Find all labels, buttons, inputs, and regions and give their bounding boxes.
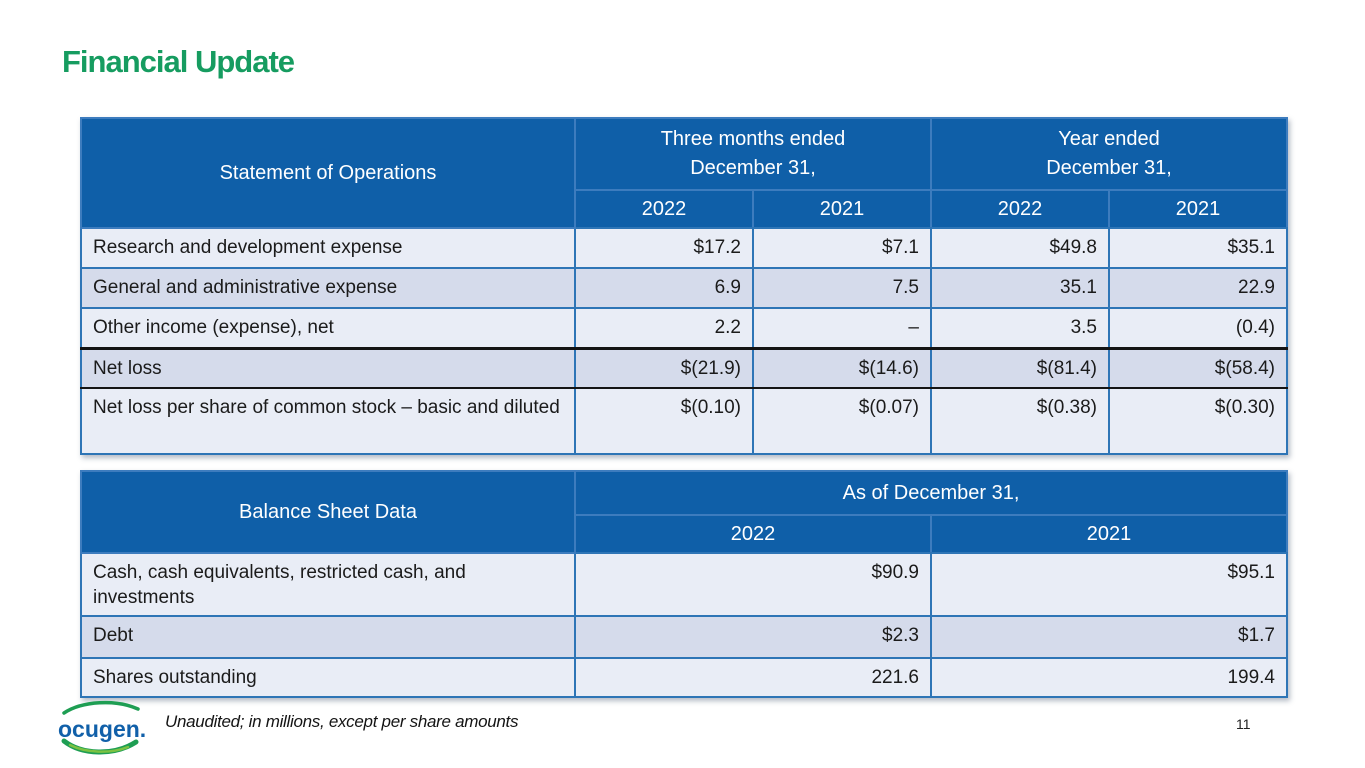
table-row: Debt $2.3 $1.7 <box>80 615 1288 660</box>
footnote: Unaudited; in millions, except per share… <box>165 712 519 731</box>
bs-header-years-row: 2022 2021 <box>81 514 1288 554</box>
cell-value: 3.5 <box>930 307 1110 349</box>
cell-value: $95.1 <box>930 551 1288 618</box>
cell-value: $(14.6) <box>752 346 932 389</box>
cell-value: – <box>752 307 932 349</box>
cell-value: $35.1 <box>1108 227 1288 269</box>
ops-header-years-row: 2022 2021 2022 2021 <box>81 189 1288 229</box>
table-row: Other income (expense), net 2.2 – 3.5 (0… <box>80 307 1288 349</box>
group-header-line: December 31, <box>690 157 816 179</box>
cell-value: $(0.07) <box>752 387 932 455</box>
table-row-net-loss: Net loss $(21.9) $(14.6) $(81.4) $(58.4) <box>80 346 1288 389</box>
table-row: Research and development expense $17.2 $… <box>80 227 1288 269</box>
ops-year-header: 2021 <box>752 189 932 229</box>
row-label: Cash, cash equivalents, restricted cash,… <box>80 551 576 618</box>
group-header-line: Three months ended <box>660 128 846 150</box>
ops-year-header: 2022 <box>574 189 754 229</box>
logo-bottom-swoosh-highlight-icon <box>68 743 130 753</box>
page-title: Financial Update <box>62 44 295 79</box>
ops-group-header-three-months: Three months ended December 31, <box>574 117 932 191</box>
row-label: General and administrative expense <box>80 267 576 309</box>
logo-top-swoosh-icon <box>62 700 140 715</box>
group-header-line: December 31, <box>1046 157 1172 179</box>
cell-value: $(58.4) <box>1108 346 1288 389</box>
cell-value: $(0.38) <box>930 387 1110 455</box>
cell-value: 221.6 <box>574 657 932 699</box>
cell-value: 199.4 <box>930 657 1288 699</box>
balance-sheet-table: Balance Sheet Data As of December 31, 20… <box>80 470 1288 699</box>
cell-value: 22.9 <box>1108 267 1288 309</box>
cell-value: (0.4) <box>1108 307 1288 349</box>
group-header-line: Year ended <box>1058 128 1160 150</box>
row-label: Debt <box>80 615 576 660</box>
ocugen-logo: ocugen. <box>58 700 146 755</box>
statement-of-operations-table: Statement of Operations Three months end… <box>80 117 1288 455</box>
table-row: Cash, cash equivalents, restricted cash,… <box>80 551 1288 618</box>
row-label: Net loss per share of common stock – bas… <box>80 387 576 455</box>
cell-value: $49.8 <box>930 227 1110 269</box>
cell-value: $1.7 <box>930 615 1288 660</box>
cell-value: 2.2 <box>574 307 754 349</box>
row-label: Shares outstanding <box>80 657 576 699</box>
table-row: Net loss per share of common stock – bas… <box>80 387 1288 455</box>
ops-header-group-row: Statement of Operations Three months end… <box>80 117 1288 229</box>
bs-table-title: Balance Sheet Data <box>80 470 576 554</box>
row-label: Research and development expense <box>80 227 576 269</box>
logo-wordmark: ocugen. <box>58 716 146 742</box>
ops-group-header-year-ended: Year ended December 31, <box>930 117 1288 191</box>
cell-value: 7.5 <box>752 267 932 309</box>
cell-value: $17.2 <box>574 227 754 269</box>
cell-value: 6.9 <box>574 267 754 309</box>
row-label: Other income (expense), net <box>80 307 576 349</box>
cell-value: 35.1 <box>930 267 1110 309</box>
table-row: General and administrative expense 6.9 7… <box>80 267 1288 309</box>
page-number: 11 <box>1236 716 1251 732</box>
cell-value: $(21.9) <box>574 346 754 389</box>
ops-year-header: 2021 <box>1108 189 1288 229</box>
bs-year-header: 2022 <box>574 514 932 554</box>
row-label: Net loss <box>80 346 576 389</box>
ops-table-title: Statement of Operations <box>80 117 576 229</box>
bs-header-group-row: Balance Sheet Data As of December 31, <box>80 470 1288 554</box>
cell-value: $(0.10) <box>574 387 754 455</box>
cell-value: $(0.30) <box>1108 387 1288 455</box>
cell-value: $90.9 <box>574 551 932 618</box>
cell-value: $2.3 <box>574 615 932 660</box>
cell-value: $(81.4) <box>930 346 1110 389</box>
cell-value: $7.1 <box>752 227 932 269</box>
bs-year-header: 2021 <box>930 514 1288 554</box>
ops-year-header: 2022 <box>930 189 1110 229</box>
bs-group-header-as-of: As of December 31, <box>574 470 1288 516</box>
table-row: Shares outstanding 221.6 199.4 <box>80 657 1288 699</box>
